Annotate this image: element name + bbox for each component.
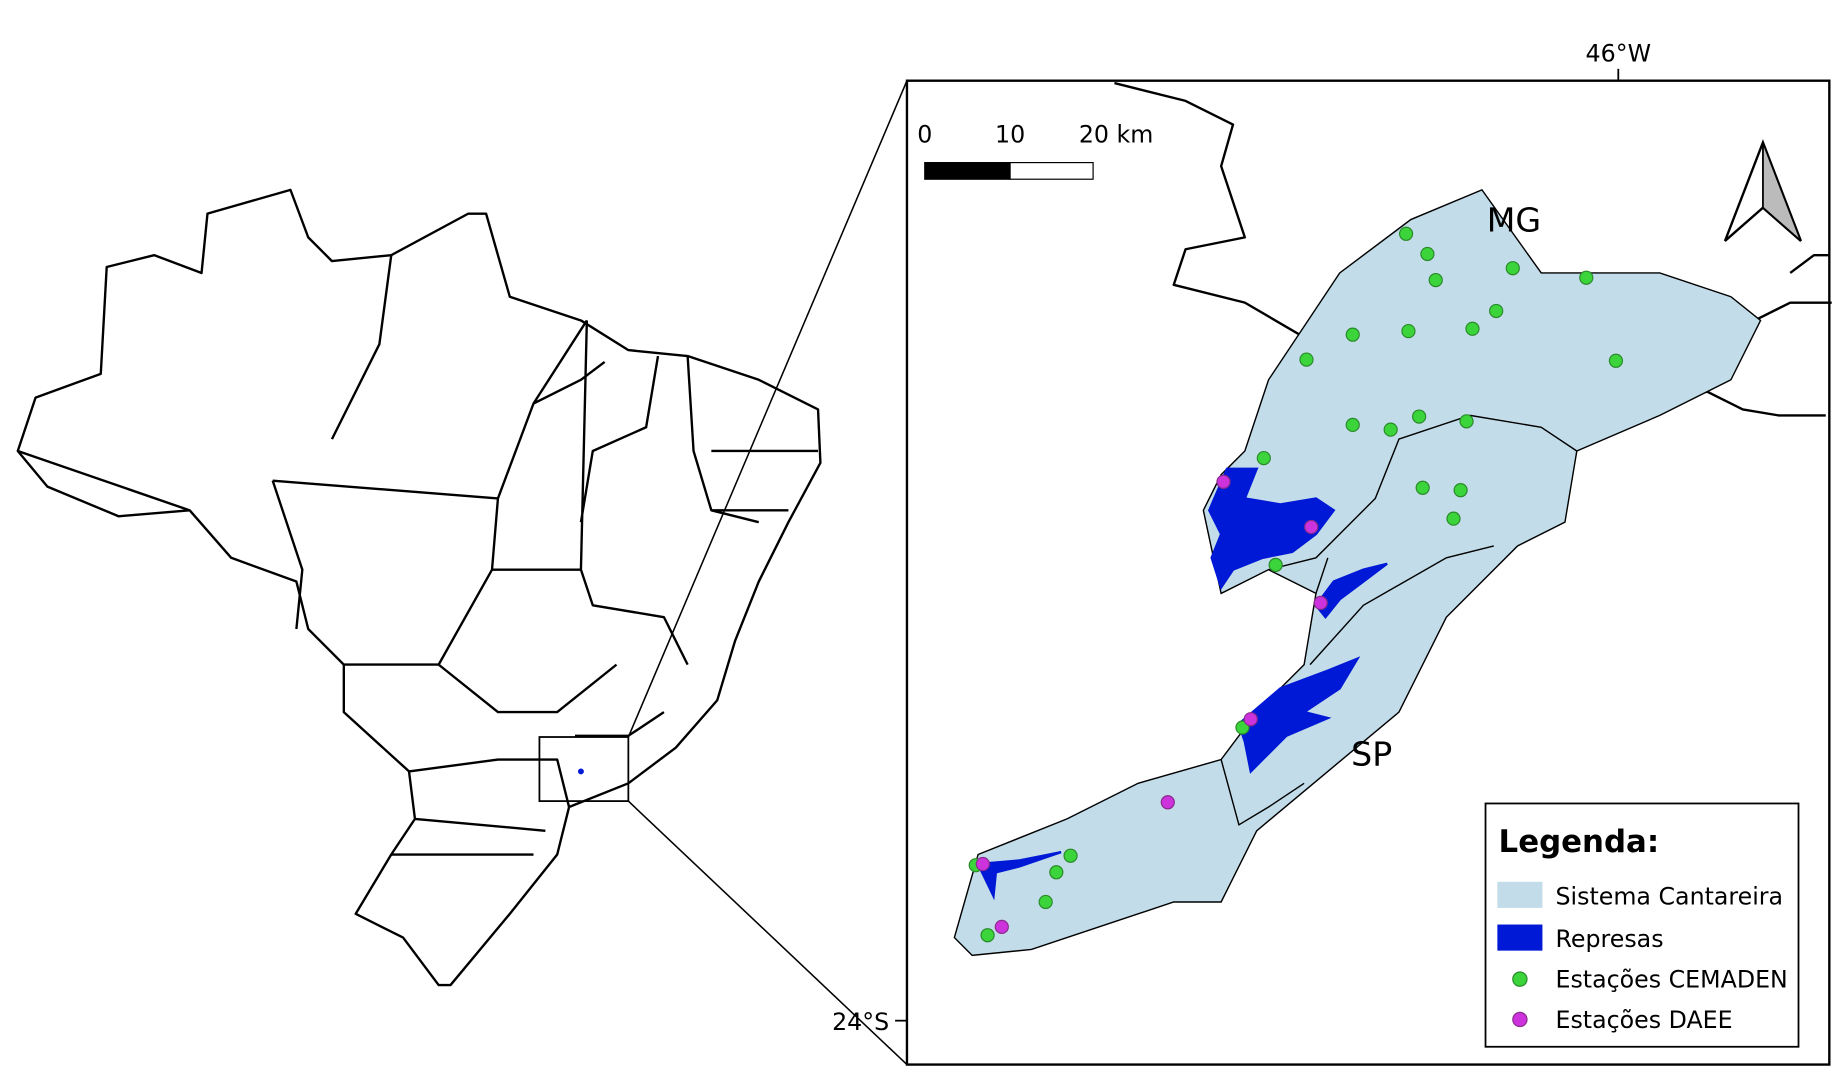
station (1398, 226, 1414, 241)
station (1063, 848, 1078, 863)
station (1160, 795, 1175, 810)
stations (968, 226, 1624, 943)
station (1235, 720, 1250, 735)
scale-label: 0 (917, 120, 932, 148)
locator-dot (577, 768, 584, 775)
legend-title: Legenda: (1499, 824, 1660, 860)
station (1049, 865, 1064, 880)
station (1489, 303, 1504, 319)
station (1453, 483, 1468, 498)
state-border-mg-sp (1114, 81, 1832, 417)
station (1608, 353, 1624, 368)
scale-bar-segment (924, 162, 1011, 180)
north-arrow-shade (1762, 142, 1802, 242)
station (1216, 474, 1231, 489)
station (994, 919, 1009, 935)
connector (627, 800, 908, 1066)
inset-locator (538, 736, 630, 802)
scale-bar-segment (1009, 162, 1094, 180)
legend-swatch (1512, 1011, 1528, 1028)
state-borders (17, 255, 819, 856)
legend-label: Sistema Cantareira (1555, 882, 1783, 910)
station (1256, 450, 1271, 466)
station (1345, 327, 1360, 342)
legend-swatch (1497, 924, 1543, 951)
station (1304, 519, 1319, 535)
station (1459, 414, 1474, 429)
station (1446, 511, 1461, 526)
scale-label: 20 km (1079, 120, 1154, 148)
connector (627, 80, 908, 738)
station (1415, 480, 1430, 495)
station (1401, 324, 1416, 339)
brazil-outline (16, 188, 822, 987)
station (1465, 321, 1480, 336)
station (1243, 712, 1258, 727)
scale-label: 10 (995, 120, 1025, 148)
station (1038, 894, 1053, 910)
station (975, 856, 990, 872)
station (1579, 270, 1594, 285)
station (980, 928, 995, 943)
latitude-label: 24°S (832, 1008, 889, 1036)
station (1345, 417, 1360, 432)
region-label: SP (1351, 734, 1392, 773)
station (1299, 352, 1314, 367)
legend-label: Estações DAEE (1555, 1006, 1732, 1034)
legend-label: Represas (1555, 925, 1663, 953)
legend-swatch (1512, 971, 1528, 987)
region-label: MG (1487, 200, 1541, 239)
station (1420, 246, 1435, 262)
station (1383, 422, 1398, 437)
station (1268, 557, 1283, 573)
legend-swatch (1497, 881, 1543, 908)
station (1412, 409, 1427, 424)
legend-label: Estações CEMADEN (1555, 965, 1787, 993)
station (1428, 272, 1443, 288)
longitude-label: 46°W (1586, 40, 1651, 68)
station (1505, 261, 1520, 276)
sub-basin-lines (1220, 414, 1578, 826)
station (1313, 595, 1328, 611)
reservoirs (976, 467, 1388, 901)
